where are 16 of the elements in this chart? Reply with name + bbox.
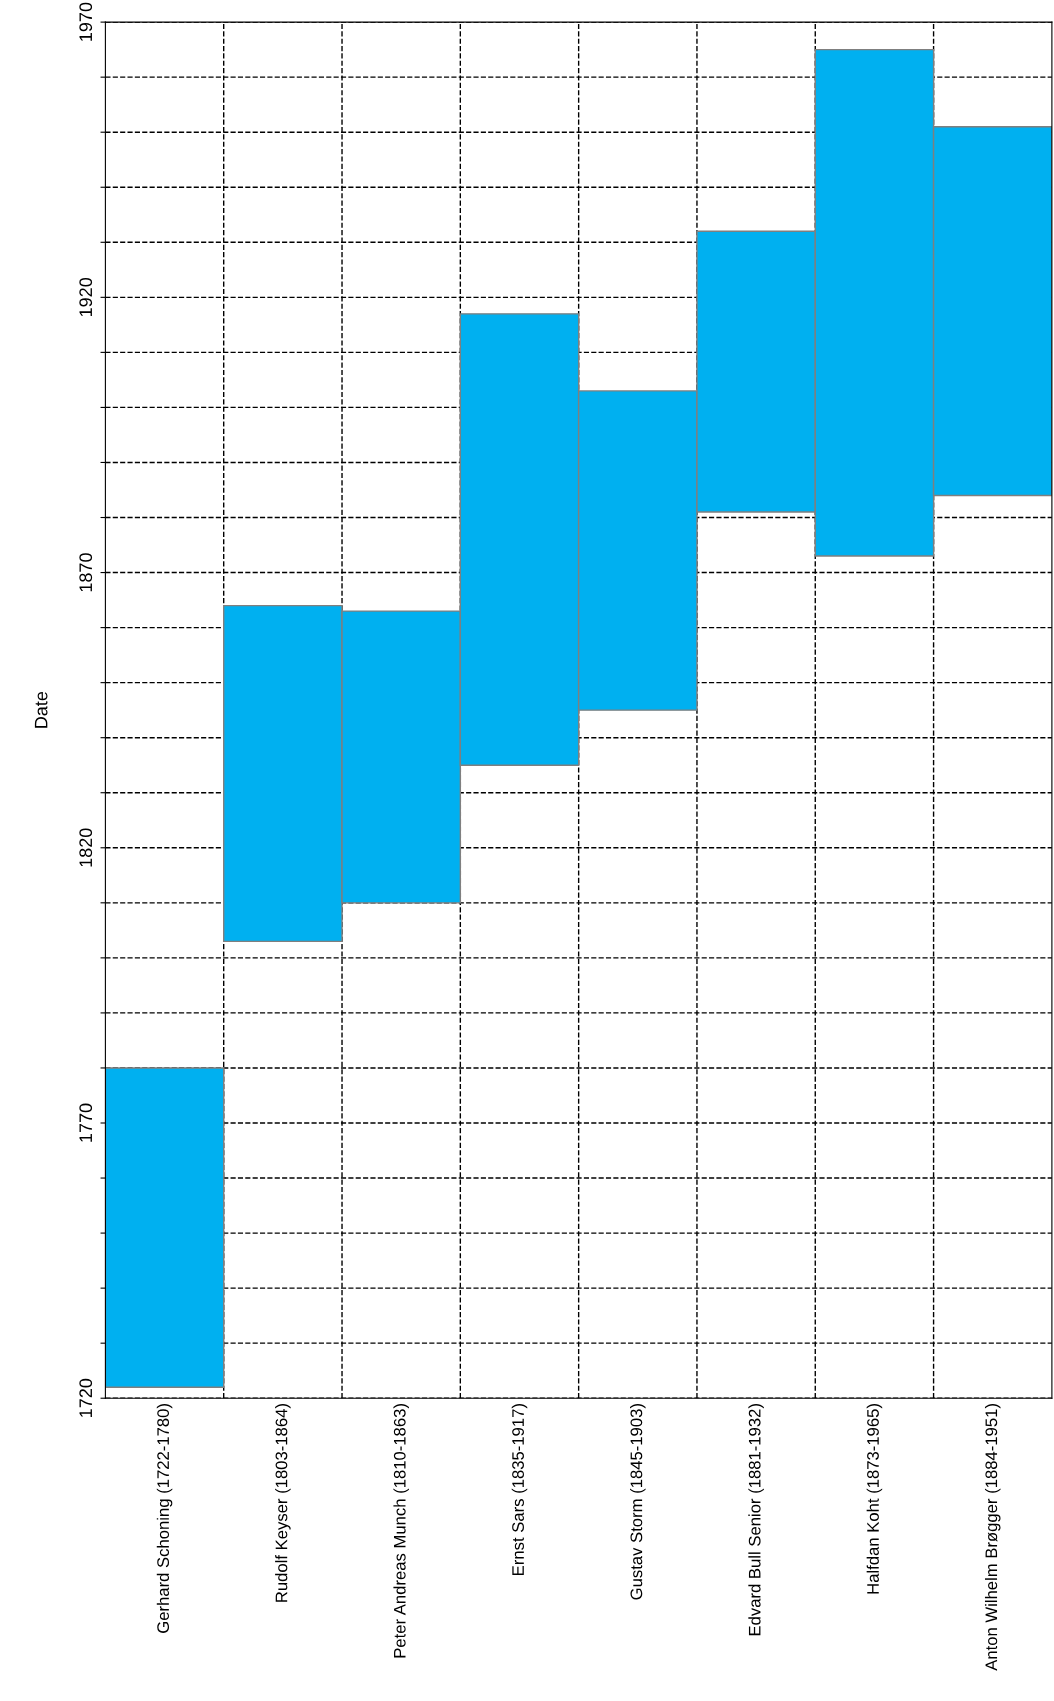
y-tick-label: 1720 bbox=[79, 1378, 93, 1417]
x-tick-label: Halfdan Koht (1873-1965) bbox=[866, 1404, 883, 1594]
x-tick-label: Rudolf Keyser (1803-1864) bbox=[275, 1404, 291, 1602]
x-tick-label: Peter Andreas Munch (1810-1863) bbox=[393, 1404, 409, 1658]
y-tick-label: 1770 bbox=[79, 1103, 93, 1142]
bar bbox=[105, 1067, 225, 1388]
y-tick-label: 1820 bbox=[79, 828, 93, 867]
x-tick-label: Anton Wilhelm Brøgger (1884-1951) bbox=[984, 1404, 1001, 1671]
x-tick-label: Edvard Bull Senior (1881-1932) bbox=[748, 1404, 764, 1636]
y-tick-label: 1970 bbox=[79, 2, 93, 41]
y-tick-label: 1920 bbox=[79, 277, 93, 317]
x-tick-label: Ernst Sars (1835-1917) bbox=[511, 1404, 528, 1575]
x-tick-label: Gerhard Schoning (1722-1780) bbox=[156, 1404, 173, 1633]
x-tick-label: Gustav Storm (1845-1903) bbox=[630, 1404, 646, 1600]
y-axis-title: Date bbox=[34, 691, 48, 728]
y-tick-label: 1870 bbox=[79, 553, 93, 592]
